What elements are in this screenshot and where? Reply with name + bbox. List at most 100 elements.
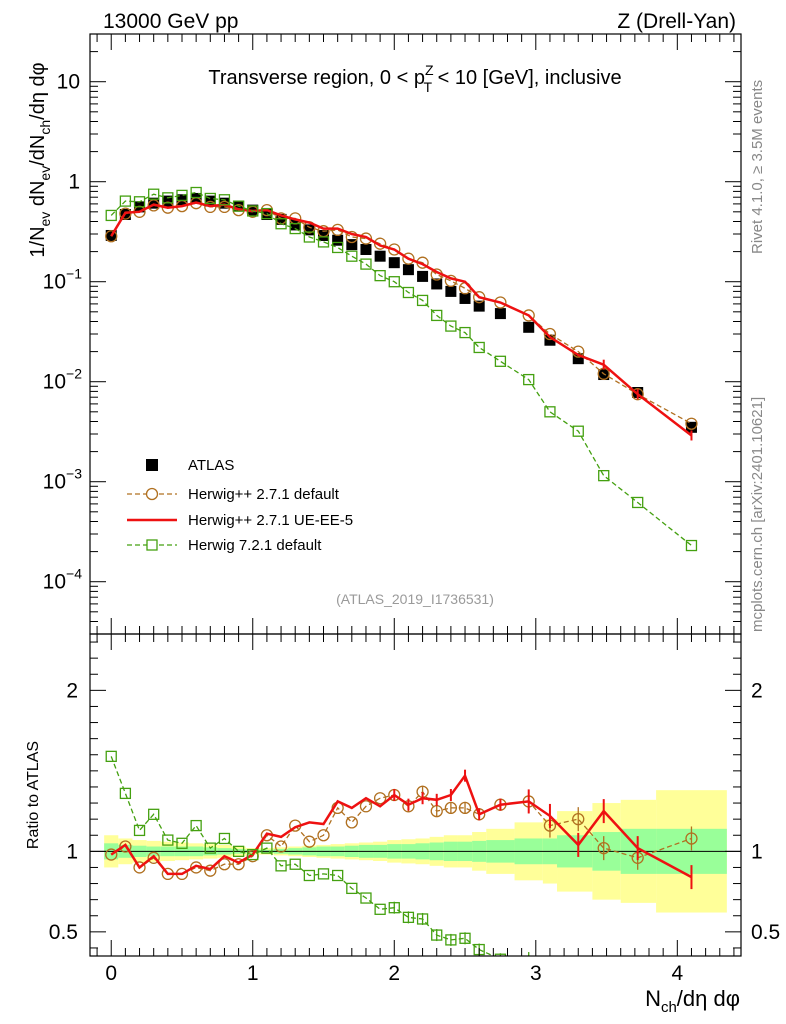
legend-item: ATLAS [146,457,234,474]
legend-label: ATLAS [188,457,234,474]
ratio-point [444,801,458,815]
ratio-point [232,845,245,857]
data-point [543,327,557,341]
ratio-point [218,832,231,845]
ratio-point [317,868,330,880]
ratio-y-tick-label-right: 1 [751,840,763,863]
legend-marker [146,459,158,471]
title-text: Transverse region, 0 < p [208,67,425,89]
legend-label: Herwig++ 2.7.1 UE-EE-5 [188,512,353,529]
data-point [275,218,287,230]
ratio-point [190,819,202,832]
ratio-point [275,860,287,872]
data-point [388,243,401,256]
legend-item: Herwig 7.2.1 default [127,537,322,554]
data-point [148,197,160,209]
data-point [360,243,372,255]
data-point [494,308,506,320]
data-point [402,252,415,265]
legend-item: Herwig++ 2.7.1 default [127,486,340,503]
data-point [218,194,231,206]
ylabel-part: /dη dφ [27,62,49,119]
ratio-point [374,903,386,915]
x-tick-label: 4 [671,962,683,985]
ratio-point [459,932,471,944]
ratio-point [373,792,387,805]
series-line [110,191,692,547]
y-tick-base: 10 [43,571,66,594]
ratio-point [119,787,132,800]
xlabel-sub: ch [661,999,677,1016]
title-text-end: < 10 [GeV], inclusive [432,67,622,89]
ratio-point [162,834,174,846]
data-point [522,309,535,322]
data-point [359,232,373,245]
ratio-y-tick-label: 1 [66,840,78,863]
data-point [374,250,386,262]
data-point [105,230,118,243]
data-point [303,224,315,236]
ratio-point [105,848,118,861]
ratio-point [147,851,160,864]
ratio-point [346,882,358,895]
ratio-point [232,858,245,871]
data-point [373,237,387,250]
xlabel-rest: /dη dφ [677,986,740,1011]
main-title: Transverse region, 0 < pZ T < 10 [GeV], i… [208,62,621,95]
data-point [303,231,316,243]
ratio-point [148,808,160,820]
data-point [572,425,584,437]
y-tick-base: 10 [43,471,66,494]
data-point [417,270,429,282]
data-point [631,388,644,401]
y-tick-exp: −4 [66,566,82,582]
ratio-point [204,864,217,877]
ratio-point [494,953,507,956]
ratio-point [416,913,429,925]
legend-marker [146,539,158,551]
ratio-point [445,934,457,946]
main-y-axis-label: 1/Nev dNev/dNch/dη dφ [27,62,53,257]
ratio-y-tick-label: 0.5 [49,921,78,944]
data-point [204,200,217,214]
legend-label: Herwig 7.2.1 default [188,537,322,554]
data-point [332,241,344,254]
y-tick-label: 10−4 [43,566,83,594]
data-point [105,209,117,222]
x-tick-label: 1 [247,962,259,985]
xlabel-n: N [645,986,661,1011]
series-herwig-7-2-1-default [105,186,698,552]
data-point [445,285,457,297]
ratio-point [303,869,316,882]
data-point [388,276,400,288]
ratio-point [133,824,146,837]
data-point [632,496,644,509]
legend-item: Herwig++ 2.7.1 UE-EE-5 [127,512,353,529]
ratio-point [431,929,443,941]
y-tick-exp: −3 [66,466,82,482]
data-point [473,291,486,304]
ratio-line [110,773,693,879]
ratio-point [119,840,132,853]
data-point [133,196,146,208]
data-point [190,192,202,204]
rivet-version-label: Rivet 4.1.0, ≥ 3.5M events [749,80,766,254]
y-tick-label: 10−1 [43,266,83,294]
data-point [119,195,132,207]
ratio-point [359,800,373,813]
ratio-point [332,869,344,882]
y-tick-label: 10 [57,71,80,94]
data-point [431,309,443,322]
ylabel-part: /dN [27,135,49,166]
y-tick-base: 1 [68,171,80,194]
y-tick-label: 1 [68,171,80,194]
data-point [360,258,372,270]
data-point [445,320,457,332]
x-tick-label: 3 [530,962,542,985]
ratio-y-tick-label-right: 2 [751,679,763,702]
data-point [345,230,358,244]
ratio-point [572,813,585,826]
legend-label: Herwig++ 2.7.1 default [188,486,340,503]
data-point [685,421,697,433]
